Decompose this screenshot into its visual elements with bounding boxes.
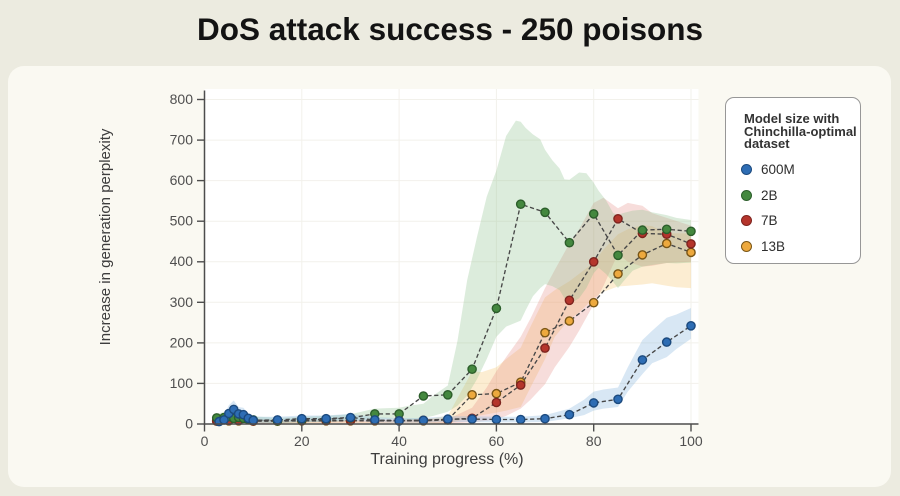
- svg-text:600: 600: [170, 172, 194, 188]
- svg-text:500: 500: [170, 213, 194, 229]
- svg-text:100: 100: [170, 375, 194, 391]
- svg-text:40: 40: [391, 433, 407, 449]
- svg-text:0: 0: [185, 416, 193, 432]
- svg-text:400: 400: [170, 253, 194, 269]
- svg-text:700: 700: [170, 132, 194, 148]
- svg-text:0: 0: [201, 433, 209, 449]
- svg-text:200: 200: [170, 334, 194, 350]
- svg-text:60: 60: [489, 433, 505, 449]
- svg-text:20: 20: [294, 433, 310, 449]
- svg-text:300: 300: [170, 294, 194, 310]
- svg-text:Training progress (%): Training progress (%): [370, 451, 523, 468]
- svg-text:Increase in generation perplex: Increase in generation perplexity: [97, 128, 114, 345]
- svg-text:800: 800: [170, 91, 194, 107]
- svg-text:80: 80: [586, 433, 602, 449]
- svg-text:100: 100: [679, 433, 703, 449]
